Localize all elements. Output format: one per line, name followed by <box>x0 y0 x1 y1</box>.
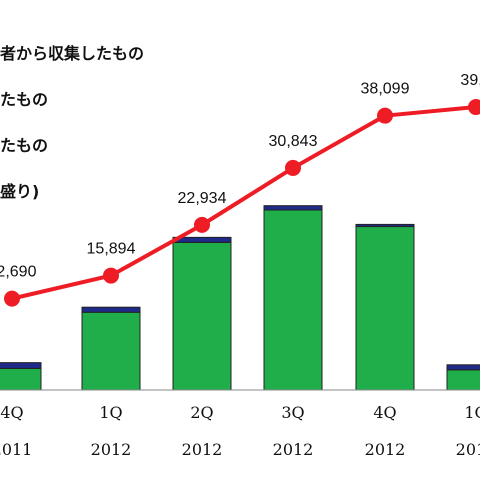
line-series <box>11 105 477 301</box>
line-point-0 <box>4 290 20 307</box>
x-tick-year-2: 2012 <box>182 440 223 459</box>
line-point-1 <box>103 267 119 284</box>
legend-line-3: たもの <box>0 136 49 155</box>
bar-4-series-1 <box>355 223 415 228</box>
bar-0-series-1 <box>0 362 42 369</box>
line-label-3: 30,843 <box>269 133 318 150</box>
bar-5-series-1 <box>446 364 480 371</box>
line-point-3 <box>285 159 301 176</box>
x-tick-quarter-2: 2Q <box>190 403 213 422</box>
x-tick-year-0: 2011 <box>0 440 32 459</box>
bar-3-series-1 <box>263 205 323 211</box>
line-label-4: 38,099 <box>361 81 410 98</box>
line-label-5: 39,3 <box>460 72 480 89</box>
x-tick-quarter-4: 4Q <box>373 403 396 422</box>
bar-4-series-0 <box>355 226 415 391</box>
bar-1-series-1 <box>81 306 141 313</box>
line-point-2 <box>194 216 210 233</box>
bar-5-series-0 <box>446 369 480 391</box>
x-tick-quarter-3: 3Q <box>281 403 304 422</box>
line-point-5 <box>468 99 480 116</box>
bar-3-series-0 <box>263 209 323 391</box>
x-tick-year-1: 2012 <box>91 440 132 459</box>
line-label-1: 15,894 <box>87 241 136 258</box>
bar-2-series-0 <box>172 241 232 391</box>
bar-1-series-0 <box>81 311 141 391</box>
legend-line-4: 盛り) <box>0 182 40 201</box>
line-label-0: 12,690 <box>0 264 37 281</box>
x-tick-year-5: 2013 <box>456 440 480 459</box>
x-tick-year-3: 2012 <box>273 440 314 459</box>
line-label-2: 22,934 <box>178 190 227 207</box>
legend-line-1: 者から収集したもの <box>0 44 145 63</box>
x-tick-year-4: 2012 <box>365 440 406 459</box>
line-point-4 <box>377 107 393 124</box>
bar-0-series-0 <box>0 367 42 391</box>
legend-line-2: たもの <box>0 90 49 109</box>
x-tick-quarter-1: 1Q <box>99 403 122 422</box>
x-tick-quarter-0: 4Q <box>0 403 23 422</box>
x-tick-quarter-5: 1Q <box>464 403 480 422</box>
